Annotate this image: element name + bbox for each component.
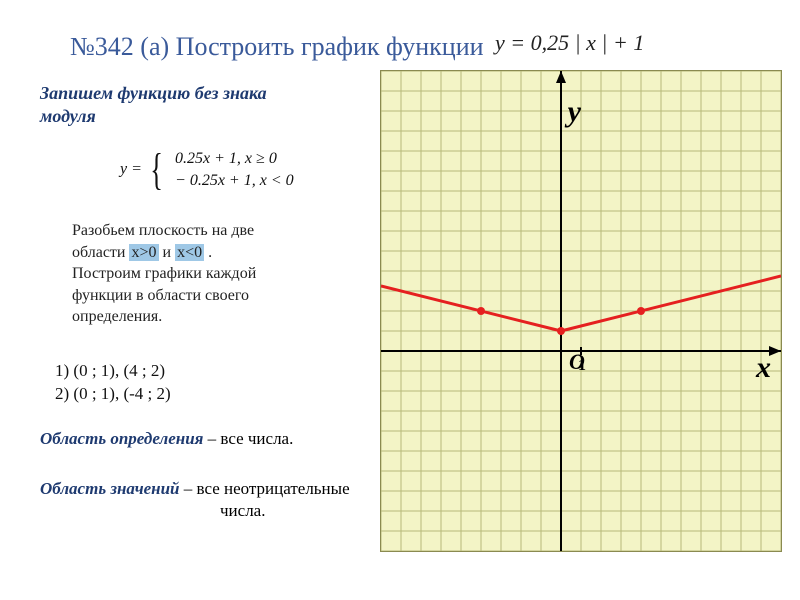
explanation-text: Разобьем плоскость на две области x>0 и … [72, 220, 372, 328]
points-line2: 2) (0 ; 1), (-4 ; 2) [55, 384, 171, 403]
y-axis-label: у [568, 95, 581, 129]
piecewise-definition: y = { 0.25x + 1, x ≥ 0 − 0.25x + 1, x < … [120, 140, 294, 199]
explain-p2c: . [204, 244, 212, 261]
explain-p2a: области [72, 244, 129, 261]
explain-p1: Разобьем плоскость на две [72, 222, 254, 239]
piecewise-line2: − 0.25x + 1, x < 0 [175, 172, 294, 189]
explain-p2b: и [159, 244, 176, 261]
range-label: Область значений [40, 479, 180, 498]
range-value2: числа. [220, 501, 265, 520]
brace-icon: { [150, 140, 163, 199]
explain-p4: функции в области своего [72, 287, 249, 304]
tick-1-label: 1 [578, 357, 586, 375]
chart-svg [381, 71, 781, 551]
piecewise-line1: 0.25x + 1, x ≥ 0 [175, 150, 277, 167]
subheading-line2: модуля [40, 106, 96, 126]
range-text: Область значений – все неотрицательные ч… [40, 478, 350, 522]
points-list: 1) (0 ; 1), (4 ; 2) 2) (0 ; 1), (-4 ; 2) [55, 360, 171, 406]
x-axis-label: х [756, 351, 771, 385]
piecewise-y: y = [120, 160, 142, 177]
page-title: №342 (а) Построить график функции [70, 32, 484, 62]
range-value: – все неотрицательные [180, 479, 350, 498]
explain-p3: Построим графики каждой [72, 265, 256, 282]
function-formula: y = 0,25 | x | + 1 [495, 30, 644, 56]
subheading-line1: Запишем функцию без знака [40, 83, 267, 103]
domain-value: – все числа. [203, 429, 293, 448]
points-line1: 1) (0 ; 1), (4 ; 2) [55, 361, 165, 380]
domain-text: Область определения – все числа. [40, 428, 293, 450]
subheading: Запишем функцию без знака модуля [40, 82, 267, 127]
coordinate-chart: у х О 1 [380, 70, 782, 552]
domain-label: Область определения [40, 429, 203, 448]
highlight-xpos: x>0 [129, 244, 158, 261]
explain-p5: определения. [72, 308, 162, 325]
highlight-xneg: x<0 [175, 244, 204, 261]
